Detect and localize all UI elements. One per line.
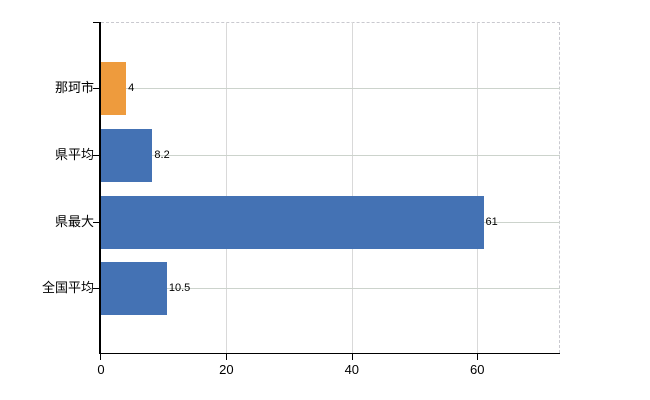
gridline-vertical <box>477 22 479 353</box>
category-label: 県平均 <box>54 147 94 162</box>
x-axis-tick <box>226 353 228 360</box>
gridline-horizontal <box>101 88 560 89</box>
bar <box>101 128 153 182</box>
bar-value-label: 10.5 <box>168 282 191 294</box>
x-axis-tick <box>100 353 101 360</box>
bar-value-label: 61 <box>485 216 498 228</box>
y-axis-tick <box>93 222 99 223</box>
x-axis-tick <box>477 353 479 360</box>
y-axis-tick <box>93 288 99 289</box>
category-label: 全国平均 <box>41 280 94 295</box>
category-label: 県最大 <box>54 214 94 229</box>
bar <box>101 61 127 115</box>
x-axis-line <box>99 353 560 354</box>
bar-value-label: 8.2 <box>154 149 170 161</box>
y-axis-tick <box>93 155 99 156</box>
bar <box>101 261 167 315</box>
x-tick-label: 0 <box>97 362 105 377</box>
y-axis-line <box>99 22 101 353</box>
plot-border-top <box>101 22 560 23</box>
gridline-horizontal <box>101 288 560 289</box>
x-axis-tick <box>351 353 353 360</box>
plot-area: 4 8.2 61 10.5 <box>99 22 560 354</box>
x-tick-label: 20 <box>219 362 234 377</box>
y-axis-end-tick <box>93 22 99 23</box>
gridline-horizontal <box>101 155 560 156</box>
x-tick-label: 60 <box>469 362 485 377</box>
x-tick-label: 40 <box>344 362 360 377</box>
gridline-vertical <box>351 22 353 353</box>
bar <box>101 195 484 249</box>
plot-border-right <box>559 22 560 353</box>
bar-value-label: 4 <box>128 82 135 94</box>
gridline-vertical <box>226 22 228 353</box>
category-label: 那珂市 <box>54 80 94 95</box>
y-axis-tick <box>93 88 99 89</box>
